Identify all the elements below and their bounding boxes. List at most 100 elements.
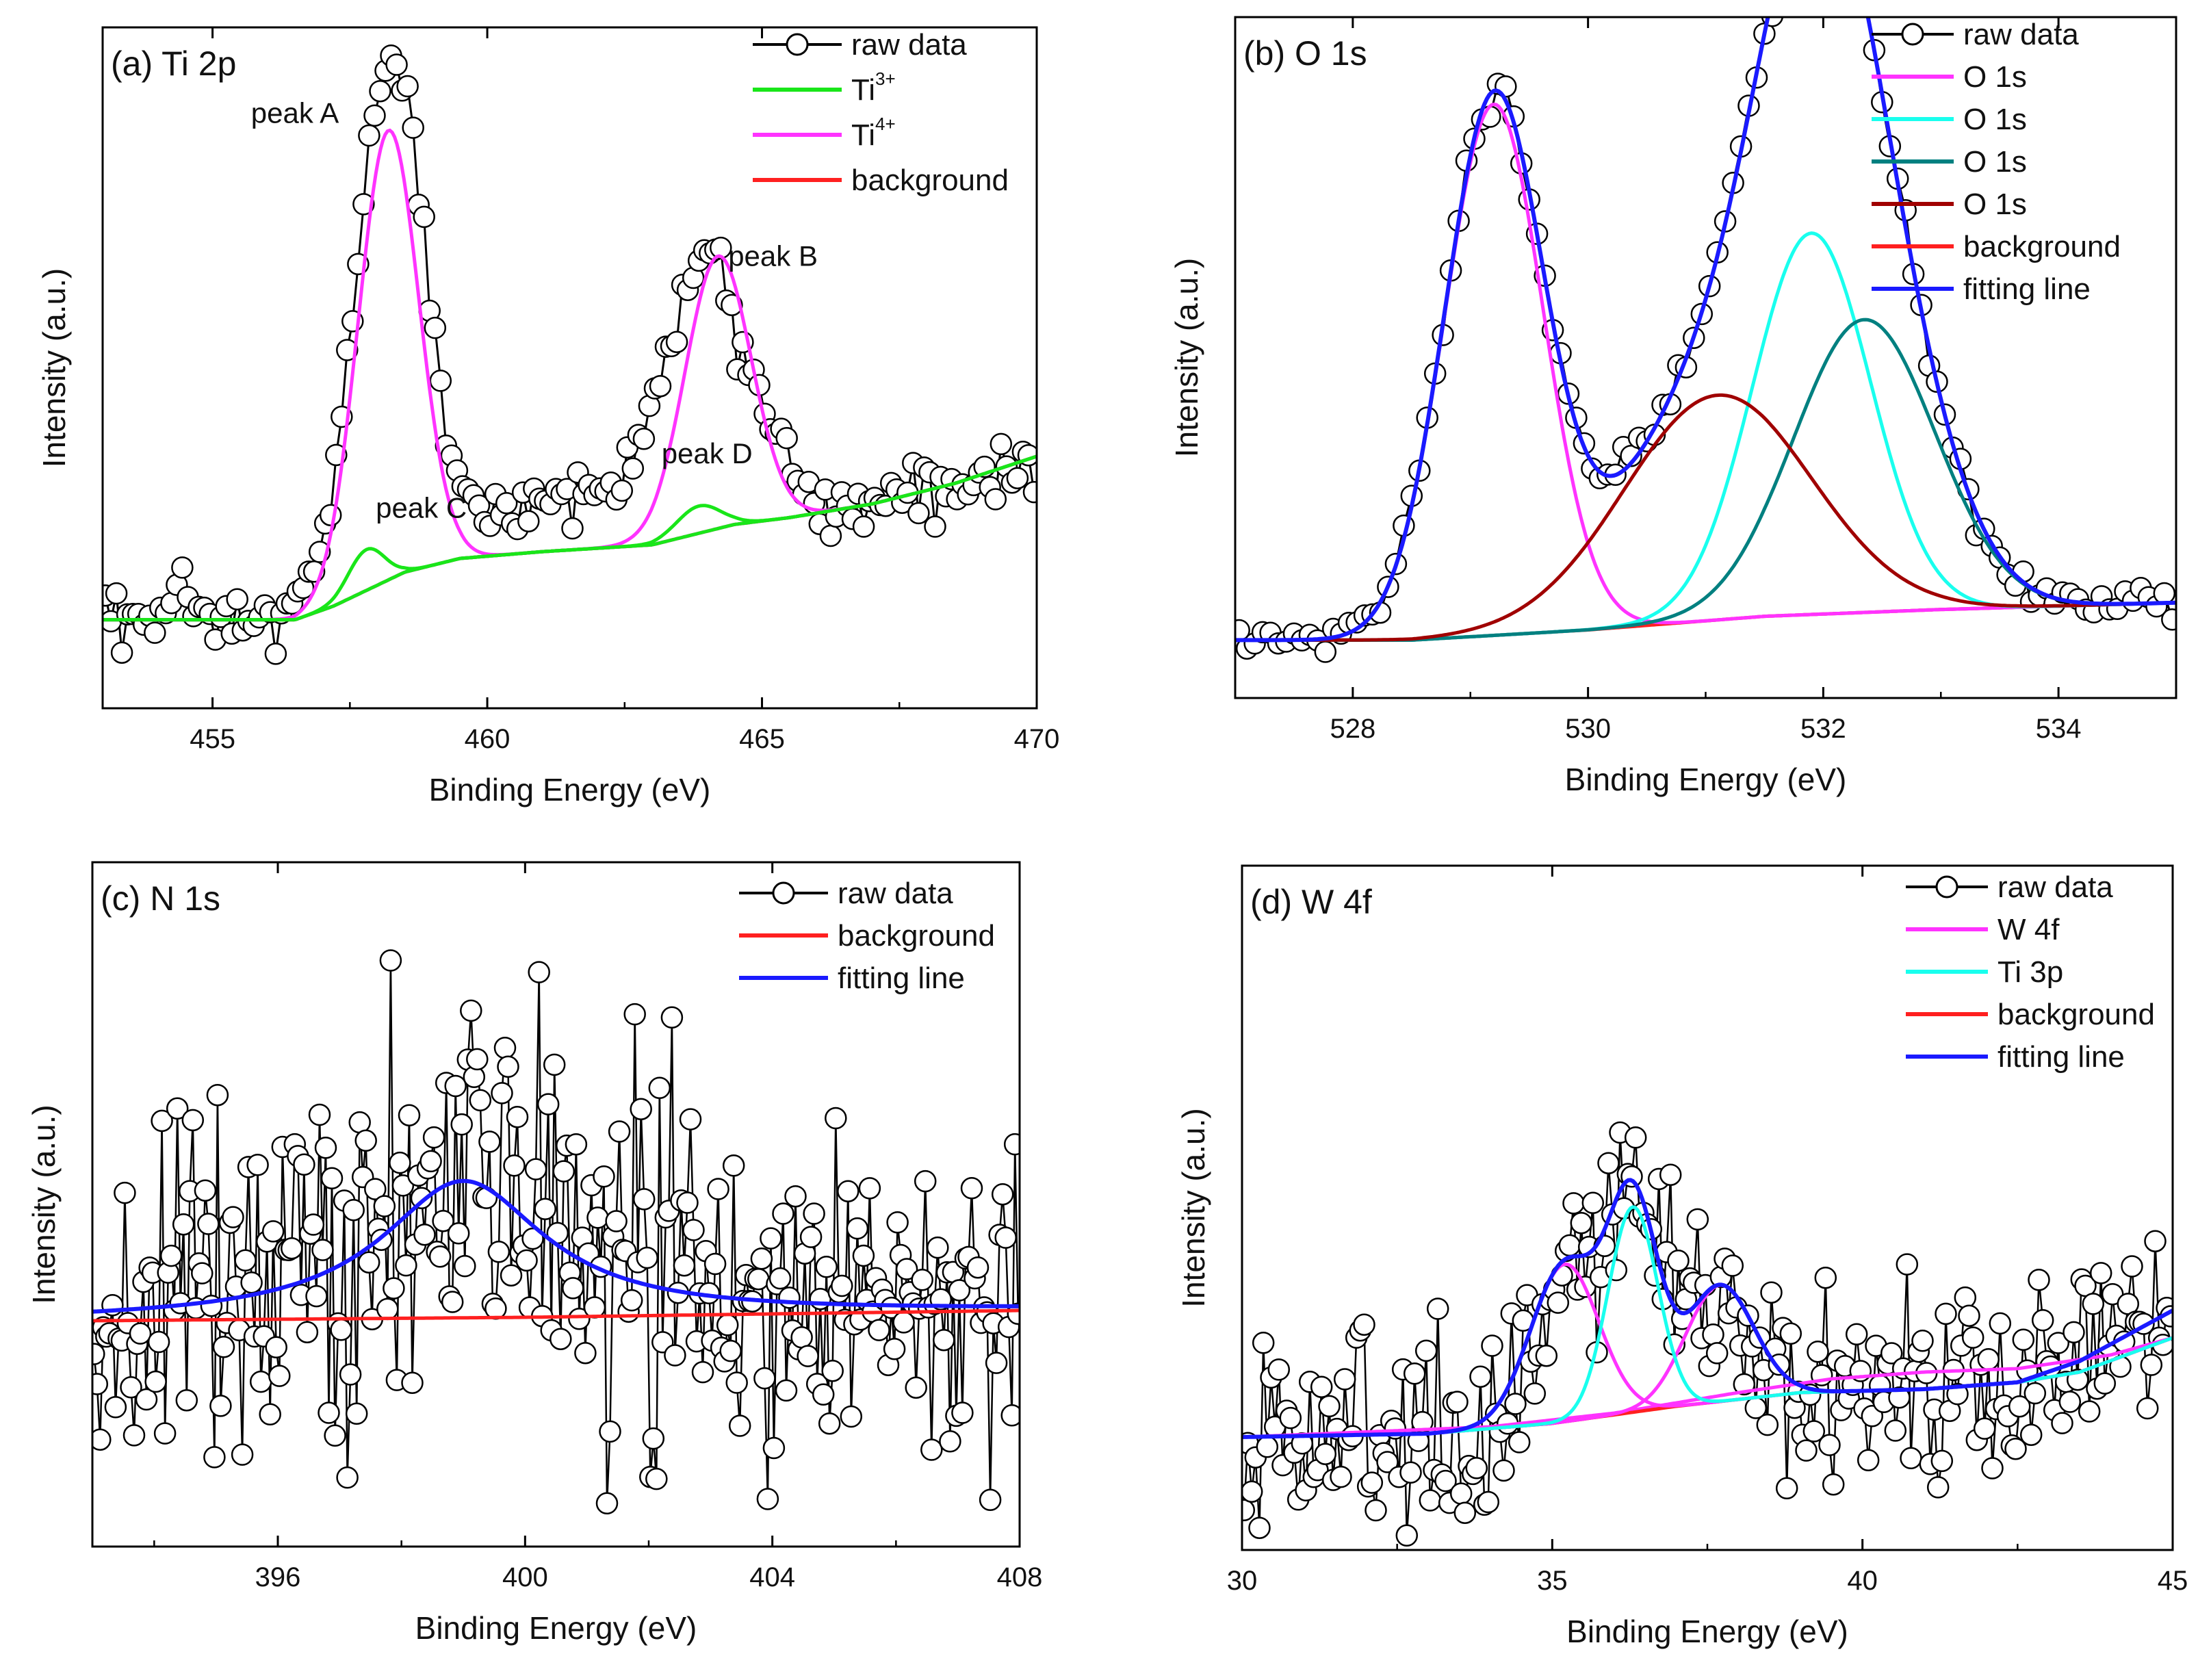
raw-data-point [1492, 1459, 1515, 1482]
raw-data-point [212, 1336, 235, 1358]
raw-data-point [1624, 1126, 1647, 1149]
raw-data-point [1003, 1133, 1020, 1156]
raw-data-point [376, 1297, 399, 1321]
raw-data-point [493, 1037, 517, 1059]
raw-data-point [1857, 1449, 1880, 1472]
raw-data-point [114, 1181, 136, 1204]
raw-data-point [1419, 1489, 1442, 1512]
x-tick-label: 470 [1014, 724, 1060, 754]
raw-data-point [1926, 1476, 1950, 1499]
raw-data-point [314, 1137, 337, 1159]
raw-data-point [1977, 1348, 2000, 1371]
raw-data-point [586, 1206, 609, 1229]
legend-label: background [1963, 230, 2121, 263]
raw-data-point [858, 1177, 881, 1200]
peak-annotation: peak B [728, 240, 818, 272]
raw-data-point [716, 1314, 739, 1336]
raw-data-point [728, 1414, 751, 1437]
raw-data-point [246, 1154, 269, 1176]
raw-data-point [1597, 1152, 1620, 1174]
legend-label: raw data [838, 877, 953, 910]
peak-annotation: peak D [662, 437, 753, 469]
y-axis-label: Intensity (a.u.) [26, 1104, 62, 1304]
raw-data-point [159, 1244, 183, 1267]
raw-data-point [122, 1424, 146, 1447]
raw-data-point [815, 1256, 838, 1278]
raw-data-point [1022, 480, 1037, 504]
raw-data-point [1314, 641, 1337, 663]
x-tick-label: 534 [2036, 714, 2082, 744]
raw-data-point [676, 1191, 699, 1214]
raw-data-point [799, 1226, 823, 1248]
legend-label: fitting line [1997, 1040, 2125, 1074]
raw-data-point [621, 457, 645, 480]
plot-area-a [103, 44, 1037, 665]
raw-data-point [960, 1177, 983, 1200]
component-curve-ti-4 [103, 128, 1037, 622]
raw-data-point [1884, 1419, 1907, 1442]
panel-title: (d) W 4f [1250, 883, 1372, 921]
raw-data-point [927, 1236, 949, 1259]
raw-data-point [649, 374, 672, 398]
axes-frame [91, 861, 1021, 1548]
raw-data-point [144, 621, 166, 644]
raw-data-point [2136, 1397, 2159, 1420]
raw-data-point [1395, 1524, 1419, 1547]
component-baseline-curve [1242, 1336, 2173, 1439]
panel-title: (b) O 1s [1243, 34, 1367, 73]
raw-data-point [1605, 1258, 1628, 1282]
raw-data-point [679, 1108, 702, 1130]
raw-data-point [92, 1428, 112, 1451]
legend-label: O 1s [1963, 188, 2027, 221]
raw-data-point [385, 53, 408, 76]
raw-data-point [373, 1195, 396, 1217]
raw-data-point [231, 1443, 254, 1466]
raw-data-point [2089, 1262, 2112, 1284]
raw-data-point [1705, 1342, 1729, 1365]
raw-data-point [772, 1202, 794, 1225]
raw-data-line [104, 53, 1035, 654]
raw-data-point [330, 1319, 352, 1341]
raw-data-point [905, 1376, 927, 1399]
raw-data-point [1248, 1516, 1271, 1539]
raw-data-point [521, 1227, 544, 1250]
fitting-line-curve [92, 1178, 1020, 1314]
raw-data-point [550, 1328, 572, 1350]
background-curve [92, 1308, 1020, 1323]
raw-data-point [778, 1287, 801, 1309]
raw-data-point [660, 1006, 684, 1029]
raw-data-point [1775, 1477, 1798, 1500]
component-curve-o-1s-4 [1235, 393, 2176, 642]
raw-data-point [1802, 1420, 1826, 1443]
raw-data-point [191, 1262, 214, 1284]
raw-data-point [265, 1336, 287, 1359]
raw-data-point [719, 1339, 742, 1362]
raw-data-point [135, 1388, 158, 1411]
raw-data-point [506, 1105, 529, 1128]
raw-data-point [153, 1422, 177, 1445]
raw-data-point [339, 1363, 362, 1386]
raw-data-point [994, 1226, 1017, 1249]
x-tick-label: 40 [1847, 1566, 1878, 1596]
raw-data-point [809, 1287, 831, 1310]
raw-data-point [1954, 1286, 1977, 1309]
raw-data-point [444, 1074, 467, 1098]
raw-data-point [2140, 1354, 2163, 1376]
y-axis-label: Intensity (a.u.) [1169, 258, 1204, 457]
raw-data-point [1911, 1330, 1934, 1352]
raw-data-point [515, 1249, 538, 1272]
raw-data-point [203, 1446, 226, 1469]
raw-data-point [441, 1291, 464, 1313]
raw-data-point [358, 124, 380, 147]
raw-data-point [775, 1379, 798, 1402]
raw-data-point [379, 949, 402, 972]
plot-area-b [1235, 17, 2176, 663]
panel-c: 396 400 404 408 Binding Energy (eV) Intensity… [26, 861, 1042, 1646]
raw-data-point [1360, 1471, 1384, 1494]
raw-data-point [469, 1089, 492, 1112]
axes-frame [101, 26, 1038, 710]
raw-data-point [1330, 1465, 1352, 1488]
raw-data-point [110, 641, 133, 664]
x-tick-label: 30 [1227, 1566, 1258, 1596]
